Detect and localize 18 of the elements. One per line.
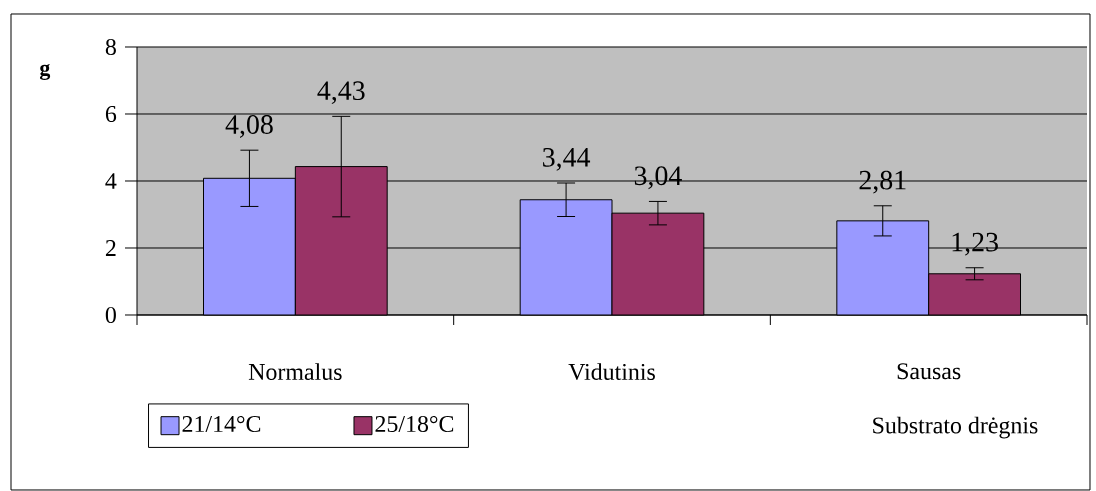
- legend-label: 21/14°C: [182, 415, 261, 433]
- y-tick-label: 6: [105, 105, 117, 123]
- data-label: 4,43: [317, 81, 365, 105]
- y-axis-title: g: [39, 63, 51, 80]
- data-label: 3,44: [543, 147, 591, 171]
- legend-label: 25/18°C: [375, 415, 454, 433]
- data-label: 1,23: [952, 232, 998, 256]
- y-tick-label: 4: [105, 173, 117, 189]
- x-tick-label: Vidutinis: [568, 363, 655, 381]
- y-tick-label: 0: [105, 306, 116, 324]
- y-tick-label: 2: [105, 240, 116, 256]
- x-axis-title: Substrato drėgnis: [873, 416, 1038, 439]
- x-tick-label: Normalus: [248, 363, 342, 380]
- x-tick-label: Sausas: [897, 363, 961, 380]
- y-tick-label: 8: [105, 38, 116, 56]
- data-label: 4,08: [225, 115, 273, 138]
- data-label: 3,04: [634, 166, 682, 190]
- data-label: 2,81: [859, 170, 906, 194]
